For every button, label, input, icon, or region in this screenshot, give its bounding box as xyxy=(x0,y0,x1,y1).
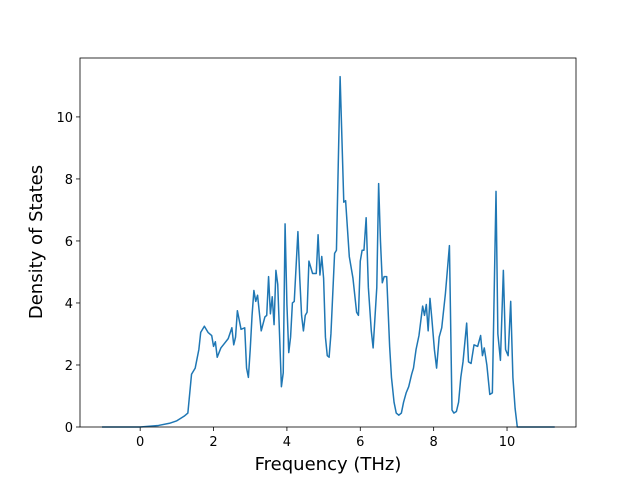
y-tick-label: 2 xyxy=(65,359,73,374)
x-tick-label: 10 xyxy=(499,435,516,450)
x-tick-label: 4 xyxy=(283,435,291,450)
x-tick-label: 2 xyxy=(209,435,217,450)
x-tick-label: 6 xyxy=(356,435,364,450)
y-tick-label: 6 xyxy=(65,235,73,250)
x-tick-label: 8 xyxy=(430,435,438,450)
y-tick-label: 4 xyxy=(65,297,73,312)
y-tick-label: 8 xyxy=(65,173,73,188)
x-axis-label: Frequency (THz) xyxy=(255,454,402,475)
y-axis-label: Density of States xyxy=(26,165,47,319)
y-tick-label: 0 xyxy=(65,421,73,436)
y-tick-label: 10 xyxy=(56,111,73,126)
plot-frame xyxy=(79,57,577,428)
line-series xyxy=(102,75,555,428)
x-tick-label: 0 xyxy=(136,435,144,450)
